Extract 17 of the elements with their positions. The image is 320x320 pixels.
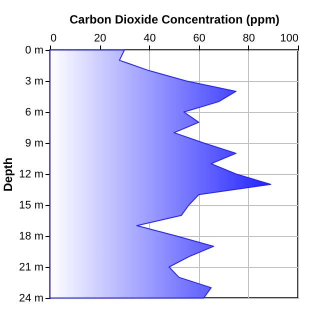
y-tick-label: 21 m bbox=[19, 262, 44, 274]
x-tick-label: 60 bbox=[193, 32, 206, 44]
y-tick-label: 18 m bbox=[19, 230, 44, 242]
y-tick-label: 24 m bbox=[19, 292, 44, 304]
y-tick-label: 0 m bbox=[25, 44, 44, 56]
y-tick-label: 9 m bbox=[25, 138, 44, 150]
x-axis-title: Carbon Dioxide Concentration (ppm) bbox=[70, 12, 280, 26]
y-tick-label: 12 m bbox=[19, 168, 44, 180]
y-tick-label: 6 m bbox=[25, 106, 44, 118]
x-tick-label: 20 bbox=[94, 32, 106, 44]
x-tick-label: 40 bbox=[144, 32, 156, 44]
y-axis-title: Depth bbox=[1, 158, 16, 192]
x-tick-label: 0 bbox=[50, 32, 57, 44]
y-tick-label: 15 m bbox=[19, 200, 44, 212]
x-tick-label: 80 bbox=[242, 32, 256, 44]
y-tick-label: 3 m bbox=[25, 76, 44, 88]
x-tick-label: 100 bbox=[280, 32, 298, 44]
